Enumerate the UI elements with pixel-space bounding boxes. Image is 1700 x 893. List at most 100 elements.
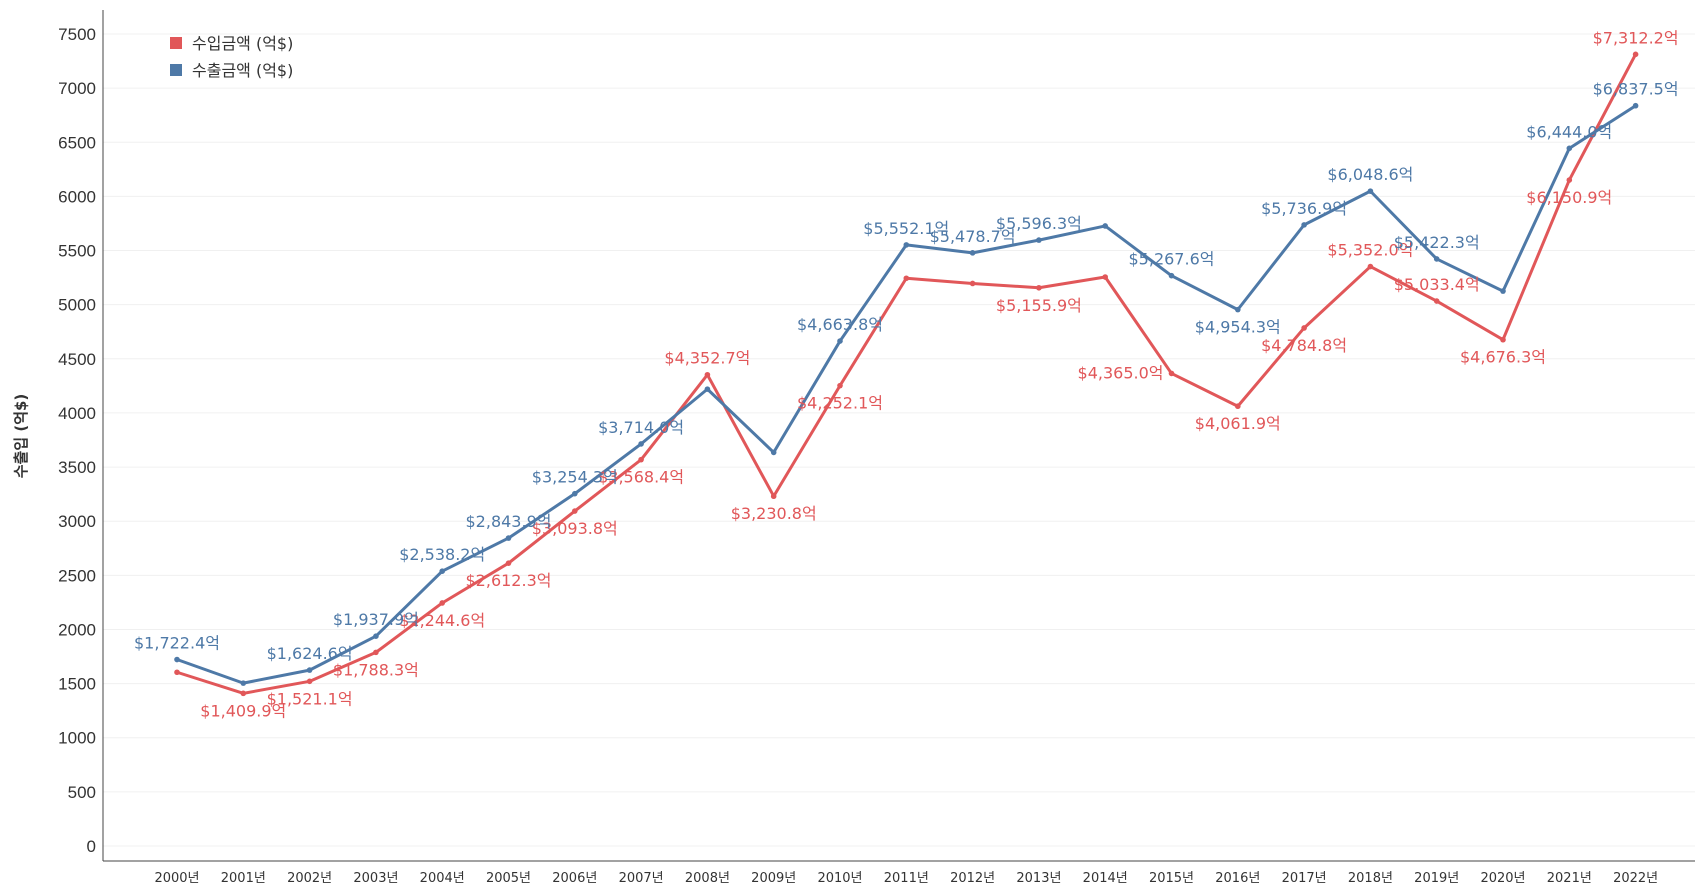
x-tick-label: 2007년 <box>619 871 664 886</box>
import-data-point <box>1433 298 1440 304</box>
export-data-point <box>505 535 512 541</box>
y-tick-label: 7000 <box>58 79 96 98</box>
export-data-point <box>1433 256 1440 262</box>
export-data-point <box>1367 188 1374 194</box>
export-data-point <box>572 490 578 497</box>
import-data-label: $4,061.9억 <box>1195 414 1281 433</box>
import-data-label: $2,612.3억 <box>466 571 552 590</box>
y-tick-label: 5000 <box>58 296 96 315</box>
import-data-label: $4,352.7억 <box>664 349 750 368</box>
y-tick-label: 500 <box>68 783 96 802</box>
import-data-label: $5,352.0억 <box>1327 241 1413 260</box>
import-data-point <box>373 649 379 656</box>
y-tick-label: 2500 <box>58 566 96 585</box>
x-tick-label: 2009년 <box>751 871 796 886</box>
legend-swatch-import <box>170 37 182 49</box>
export-data-label: $5,596.3억 <box>996 214 1082 233</box>
import-data-label: $1,409.9억 <box>200 701 286 720</box>
import-data-point <box>1500 336 1506 343</box>
import-data-point <box>837 382 843 389</box>
x-tick-label: 2017년 <box>1282 871 1327 886</box>
import-data-label: $6,150.9억 <box>1526 188 1612 207</box>
x-tick-label: 2000년 <box>154 871 199 886</box>
export-data-label: $6,837.5억 <box>1593 80 1679 99</box>
export-data-label: $6,444.0억 <box>1526 122 1612 141</box>
x-tick-label: 2013년 <box>1016 871 1061 886</box>
import-data-point <box>505 560 512 566</box>
export-data-point <box>1036 237 1042 243</box>
export-data-label: $4,663.8억 <box>797 315 883 334</box>
export-data-label: $2,538.2억 <box>399 545 485 564</box>
export-data-point <box>969 250 976 256</box>
import-data-label: $4,365.0억 <box>1078 363 1164 382</box>
data-labels: $1,409.9억$1,521.1억 $1,788.3억 $2,244.6억 $2,6… <box>134 28 1679 720</box>
x-tick-label: 2002년 <box>287 871 332 886</box>
import-data-label: $3,230.8억 <box>731 504 817 523</box>
x-tick-label: 2005년 <box>486 871 531 886</box>
export-data-point <box>903 242 910 248</box>
x-tick-label: 2001년 <box>221 871 266 886</box>
import-data-point <box>1632 51 1639 58</box>
import-data-point <box>240 690 247 697</box>
import-data-label: $1,788.3억 <box>333 660 419 679</box>
export-data-point <box>240 680 247 686</box>
import-data-point <box>174 669 180 676</box>
import-data-point <box>1036 284 1042 291</box>
y-tick-label: 6500 <box>58 133 96 152</box>
export-data-label: $1,937.9억 <box>333 610 419 629</box>
x-tick-label: 2020년 <box>1480 871 1525 886</box>
export-data-point <box>306 667 313 673</box>
import-data-label: $5,155.9억 <box>996 296 1082 315</box>
import-data-label: $5,033.4억 <box>1394 275 1480 294</box>
y-tick-label: 1500 <box>58 675 96 694</box>
y-axis-title: 수출입 (억$) <box>12 394 30 479</box>
import-data-label: $4,676.3억 <box>1460 348 1546 367</box>
export-data-point <box>373 633 379 639</box>
x-tick-label: 2010년 <box>817 871 862 886</box>
import-data-point <box>1367 263 1374 270</box>
x-tick-label: 2018년 <box>1348 871 1393 886</box>
export-data-point <box>1235 306 1241 313</box>
import-series-line <box>176 53 1637 695</box>
export-data-label: $5,267.6억 <box>1129 250 1215 269</box>
export-data-label: $2,843.9억 <box>466 512 552 531</box>
x-tick-label: 2015년 <box>1149 871 1194 886</box>
import-data-point <box>306 678 313 685</box>
export-data-label: $1,722.4억 <box>134 634 220 653</box>
import-data-point <box>1235 403 1241 410</box>
y-tick-label: 3500 <box>58 458 96 477</box>
export-data-point <box>770 449 777 456</box>
export-data-label: $5,478.7억 <box>930 227 1016 246</box>
export-data-point <box>1632 102 1639 109</box>
export-data-label: $1,624.6억 <box>267 644 353 663</box>
import-data-point <box>572 508 578 514</box>
legend: 수입금액 (억$) 수출금액 (억$) <box>170 34 293 80</box>
import-data-label: $1,521.1억 <box>267 689 353 708</box>
legend-label-export: 수출금액 (억$) <box>192 61 293 80</box>
export-data-point <box>1102 223 1108 229</box>
y-tick-label: 0 <box>87 837 96 856</box>
import-data-point <box>903 275 910 282</box>
import-data-point <box>1168 370 1175 377</box>
legend-label-import: 수입금액 (억$) <box>192 34 293 53</box>
x-tick-label: 2004년 <box>420 871 465 886</box>
import-data-point <box>969 280 976 287</box>
y-tick-label: 1000 <box>58 729 96 748</box>
export-data-label: $5,552.1억 <box>863 219 949 238</box>
export-data-label: $3,714.0억 <box>598 418 684 437</box>
series-group <box>174 51 1639 697</box>
export-data-point <box>1301 222 1307 228</box>
import-data-point <box>638 456 644 463</box>
x-tick-label: 2016년 <box>1215 871 1260 886</box>
y-tick-label: 5500 <box>58 242 96 261</box>
export-series-line <box>176 104 1637 685</box>
y-tick-label: 7500 <box>58 25 96 44</box>
import-data-point <box>704 371 711 378</box>
x-tick-label: 2019년 <box>1414 871 1459 886</box>
x-tick-label: 2012년 <box>950 871 995 886</box>
y-tick-label: 4500 <box>58 350 96 369</box>
export-data-point <box>837 338 843 344</box>
x-tick-label: 2008년 <box>685 871 730 886</box>
y-tick-label: 6000 <box>58 187 96 206</box>
export-data-point <box>1500 288 1506 294</box>
